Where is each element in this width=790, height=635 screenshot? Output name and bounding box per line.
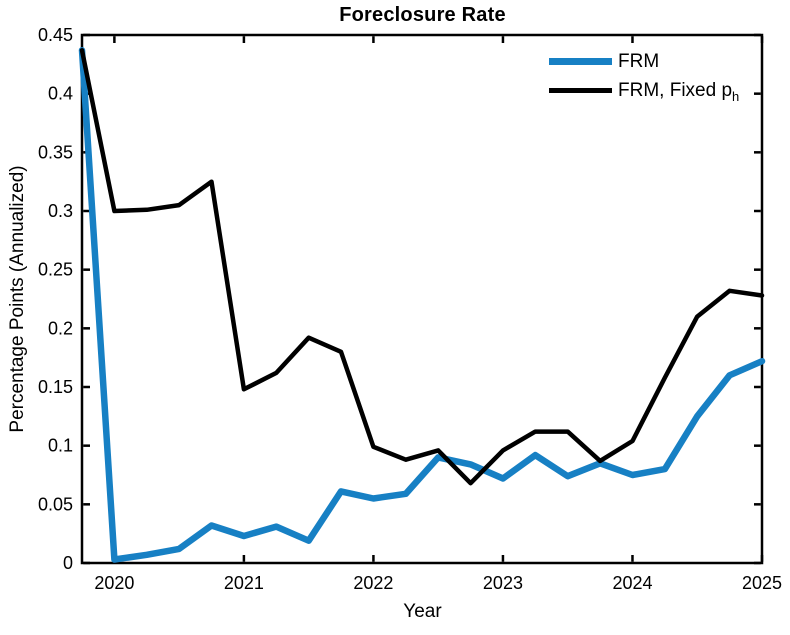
y-tick-label: 0.1	[48, 436, 73, 456]
x-tick-label: 2022	[353, 573, 393, 593]
y-tick-label: 0.25	[38, 260, 73, 280]
x-tick-label: 2024	[612, 573, 652, 593]
y-tick-label: 0.15	[38, 377, 73, 397]
axes-box	[80, 33, 764, 565]
chart-title: Foreclosure Rate	[339, 4, 506, 26]
y-tick-label: 0.2	[48, 318, 73, 338]
x-tick-label: 2020	[94, 573, 134, 593]
y-tick-label: 0.35	[38, 142, 73, 162]
frm-fixed-line-swatch	[549, 88, 612, 93]
y-tick-label: 0.45	[38, 25, 73, 45]
legend-item-frm-fixed: FRM, Fixed ph	[549, 76, 739, 105]
legend-label-frm-fixed: FRM, Fixed ph	[618, 79, 740, 104]
legend-label-frm: FRM	[618, 50, 660, 72]
x-tick-label: 2021	[224, 573, 264, 593]
frm-line-swatch	[549, 58, 612, 65]
x-tick-label: 2025	[742, 573, 782, 593]
x-axis-label: Year	[403, 601, 442, 622]
y-tick-label: 0.4	[48, 84, 73, 104]
y-tick-label: 0	[63, 553, 73, 573]
series-line-frm-fixed	[79, 48, 765, 486]
legend-subscript-h: h	[732, 88, 740, 104]
legend-item-frm: FRM	[549, 47, 739, 76]
x-tick-label: 2023	[483, 573, 523, 593]
series-line-frm	[78, 47, 766, 563]
y-tick-label: 0.3	[48, 201, 73, 221]
legend: FRM FRM, Fixed ph	[549, 47, 739, 105]
y-tick-label: 0.05	[38, 494, 73, 514]
